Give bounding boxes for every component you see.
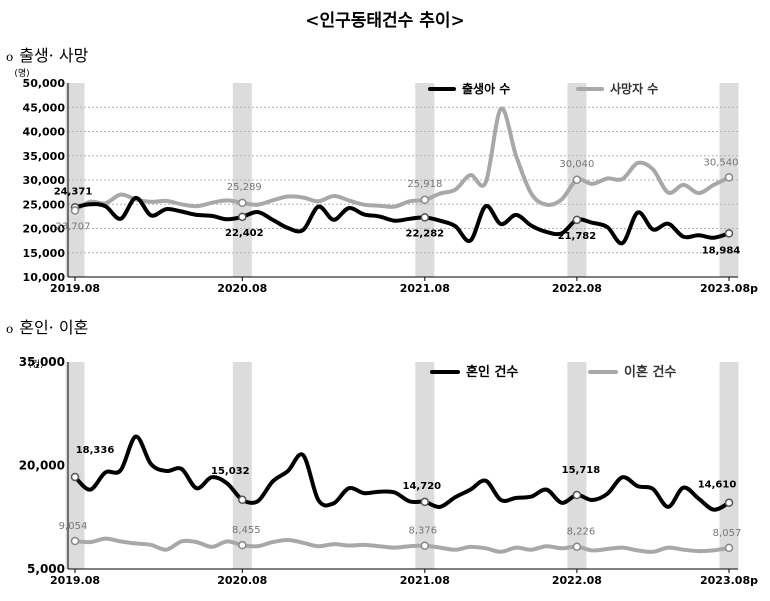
section-heading-birth-death: o 출생· 사망 — [6, 42, 88, 66]
august-band — [719, 362, 739, 569]
data-label: 8,376 — [408, 526, 437, 537]
page-title: <인구동태건수 추이> — [305, 11, 465, 31]
y-tick-label: 35,000 — [19, 355, 65, 369]
data-point-marker — [238, 198, 247, 208]
data-label: 22,282 — [406, 228, 445, 239]
x-tick-label: 2021.08 — [400, 574, 450, 587]
data-point-marker — [724, 229, 734, 238]
data-point-marker — [724, 543, 734, 553]
data-point-marker — [238, 495, 247, 505]
data-point-marker — [724, 173, 734, 182]
data-label: 25,289 — [227, 182, 262, 193]
data-label: 8,057 — [713, 528, 742, 539]
y-unit-label: (건) — [28, 359, 43, 370]
x-tick-label: 2023.08p — [700, 282, 758, 295]
y-tick-label: 35,000 — [23, 150, 66, 163]
august-band — [567, 362, 587, 569]
x-tick-label: 2022.08 — [552, 282, 602, 295]
data-label: 18,984 — [702, 245, 741, 256]
data-label: 8,226 — [567, 527, 596, 538]
y-tick-label: 40,000 — [23, 126, 66, 139]
august-band — [65, 83, 85, 277]
y-tick-label: 50,000 — [23, 77, 66, 90]
data-point-marker — [70, 536, 80, 546]
legend-label: 혼인 건수 — [466, 364, 518, 380]
august-band — [415, 362, 435, 569]
data-point-marker — [70, 206, 80, 215]
data-label: 23,707 — [56, 222, 91, 233]
y-tick-label: 30,000 — [23, 174, 66, 187]
x-tick-label: 2020.08 — [217, 574, 267, 587]
august-band — [232, 362, 252, 569]
legend-label: 이혼 건수 — [624, 364, 676, 380]
series-line-secondary — [73, 536, 731, 554]
data-point-marker — [724, 498, 734, 507]
data-label: 15,718 — [562, 465, 601, 476]
x-tick-label: 2020.08 — [217, 282, 267, 295]
data-point-marker — [572, 215, 582, 225]
data-label: 24,371 — [54, 186, 93, 197]
bullet-icon: o — [6, 322, 14, 336]
data-point-marker — [420, 213, 430, 222]
data-point-marker — [420, 195, 430, 205]
y-tick-label: 20,000 — [23, 223, 66, 236]
series-line-primary — [73, 195, 731, 246]
section-heading-marriage-divorce: o 혼인· 이혼 — [6, 314, 88, 338]
bullet-icon: o — [6, 50, 14, 64]
section-label: 혼인· 이혼 — [19, 318, 89, 337]
y-tick-label: 15,000 — [23, 247, 66, 260]
data-label: 18,336 — [76, 445, 115, 456]
section-label: 출생· 사망 — [19, 46, 89, 65]
x-tick-label: 2021.08 — [400, 282, 450, 295]
data-label: 8,455 — [232, 525, 261, 536]
data-label: 25,918 — [407, 179, 442, 190]
series-line-primary — [73, 434, 731, 512]
data-label: 30,540 — [704, 157, 739, 168]
data-label: 9,054 — [59, 521, 88, 532]
data-label: 15,032 — [211, 466, 250, 477]
legend-label: 사망자 수 — [610, 81, 658, 96]
series-line-secondary — [73, 106, 731, 213]
y-tick-label: 20,000 — [19, 459, 65, 473]
data-point-marker — [238, 212, 247, 222]
x-tick-label: 2019.08 — [50, 574, 100, 587]
y-tick-label: 5,000 — [27, 562, 65, 576]
data-point-marker — [420, 541, 430, 550]
data-point-marker — [238, 540, 247, 550]
data-label: 14,720 — [403, 481, 442, 492]
x-tick-label: 2023.08p — [700, 574, 758, 587]
data-point-marker — [572, 490, 582, 500]
data-point-marker — [70, 472, 80, 482]
y-tick-label: 25,000 — [23, 198, 66, 211]
y-tick-label: 10,000 — [23, 271, 66, 284]
data-label: 14,610 — [698, 480, 737, 491]
legend-label: 출생아 수 — [462, 81, 510, 96]
data-label: 30,040 — [559, 159, 594, 170]
data-point-marker — [572, 175, 582, 185]
data-label: 22,402 — [225, 228, 264, 239]
data-point-marker — [572, 542, 582, 551]
data-label: 21,782 — [558, 231, 597, 242]
x-tick-label: 2019.08 — [50, 282, 100, 295]
y-tick-label: 45,000 — [23, 101, 66, 114]
data-point-marker — [420, 497, 430, 507]
august-band — [65, 362, 85, 569]
y-unit-label: (명) — [14, 68, 29, 79]
x-tick-label: 2022.08 — [552, 574, 602, 587]
